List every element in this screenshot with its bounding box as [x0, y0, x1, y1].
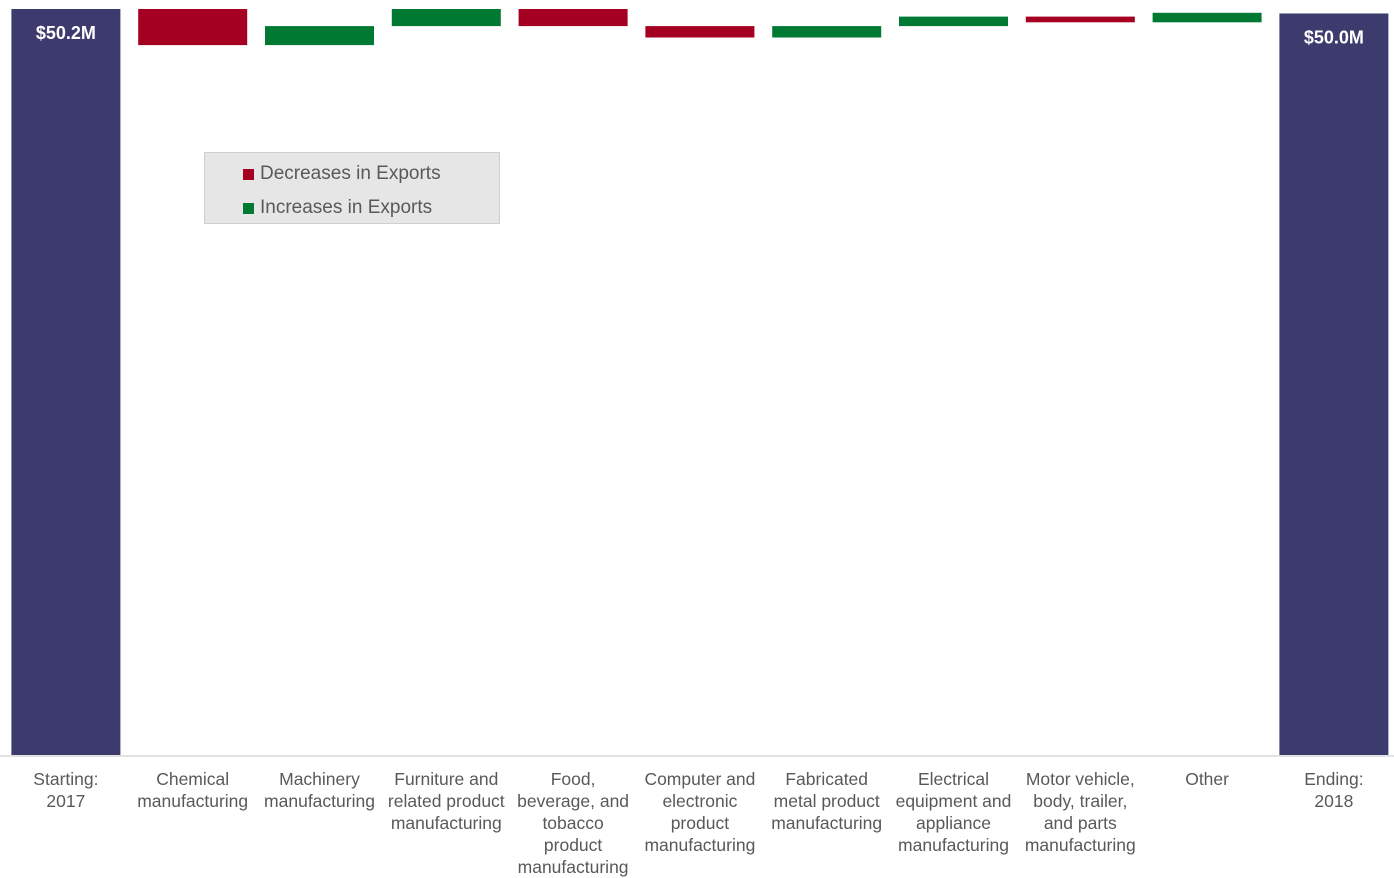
total-bar-end: [1279, 13, 1389, 756]
x-tick-label: Ending: 2018: [1304, 769, 1364, 811]
change-bar-9: [1152, 12, 1262, 23]
legend-label-decrease: Decreases in Exports: [260, 163, 441, 184]
change-bar-7: [899, 16, 1008, 27]
change-bar-8: [1025, 16, 1135, 23]
change-bar-6: [772, 26, 882, 38]
x-tick-label: Other: [1185, 769, 1229, 789]
chart-legend: Decreases in Exports Increases in Export…: [204, 152, 500, 224]
change-bar-5: [645, 26, 755, 38]
x-tick-label: Fabricated metal product manufacturing: [771, 769, 883, 833]
change-bar-2: [265, 26, 374, 46]
x-tick-label: Motor vehicle, body, trailer, and parts …: [1024, 769, 1136, 855]
x-tick-label: Food, beverage, and tobacco product manu…: [517, 769, 630, 877]
change-bar-1: [138, 9, 248, 46]
change-bar-3: [391, 9, 501, 27]
legend-item-decrease: Decreases in Exports: [243, 162, 441, 186]
x-tick-label: Furniture and related product manufactur…: [387, 769, 505, 833]
legend-label-increase: Increases in Exports: [260, 197, 433, 218]
x-tick-label: Computer and electronic product manufact…: [644, 769, 756, 855]
total-bar-end-label: $50.0M: [1304, 27, 1364, 47]
x-tick-label: Machinery manufacturing: [264, 769, 375, 811]
legend-swatch-decrease: [243, 168, 254, 180]
legend-swatch-increase: [243, 202, 254, 214]
x-tick-label: Starting: 2017: [33, 769, 99, 811]
total-bar-start-label: $50.2M: [36, 23, 96, 43]
change-bar-4: [518, 9, 628, 27]
x-tick-label: Chemical manufacturing: [137, 769, 249, 811]
total-bar-start: [11, 9, 121, 755]
legend-item-increase: Increases in Exports: [243, 196, 432, 220]
x-tick-label: Electrical equipment and appliance manuf…: [895, 769, 1012, 855]
